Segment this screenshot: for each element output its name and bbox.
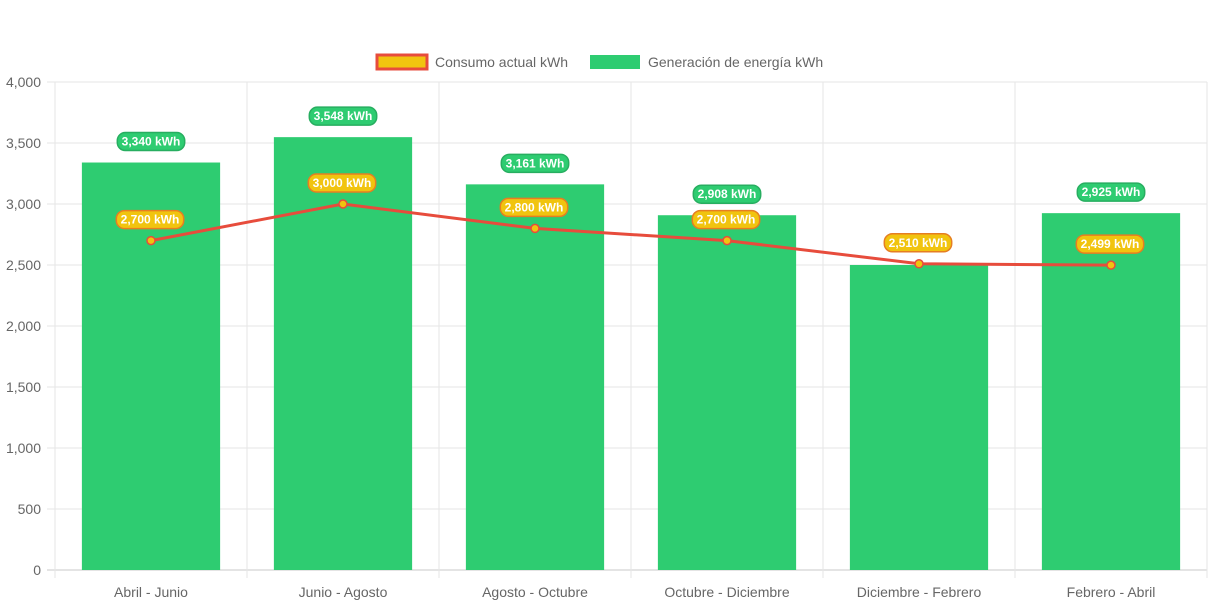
x-tick-label: Agosto - Octubre: [482, 584, 588, 600]
line-data-label-bg: [691, 209, 761, 230]
line-point[interactable]: [722, 235, 732, 246]
legend-swatch-generacion[interactable]: [590, 55, 640, 69]
y-tick-label: 1,500: [6, 379, 41, 395]
x-tick-label: Octubre - Diciembre: [664, 584, 789, 600]
line-layer: [146, 199, 1116, 270]
data-labels-layer: 3,340 kWh 3,548 kWh 3,161 kWh 2,908 kWh 2,92…: [115, 106, 1146, 254]
bar-data-label-bg: [1076, 182, 1146, 202]
y-tick-label: 2,500: [6, 257, 41, 273]
bar-data-label-bg: [692, 184, 762, 204]
line-data-label: 3,000 kWh: [313, 176, 372, 190]
bar-data-label: 3,340 kWh: [122, 135, 181, 149]
line-data-label: 2,499 kWh: [1081, 237, 1140, 251]
y-tick-label: 500: [18, 501, 42, 517]
legend-label-consumo[interactable]: Consumo actual kWh: [435, 54, 568, 70]
line-point[interactable]: [146, 235, 156, 246]
legend[interactable]: Consumo actual kWh Generación de energía …: [375, 53, 823, 71]
bar-data-label-bg: [500, 153, 570, 174]
bar-data-label: 3,161 kWh: [506, 156, 565, 170]
bar-data-label: 3,548 kWh: [314, 109, 373, 123]
bar-data-label-bg: [308, 106, 378, 126]
bars-layer: [81, 137, 1181, 571]
x-tick-label: Febrero - Abril: [1067, 584, 1156, 600]
bar[interactable]: [657, 215, 797, 570]
y-tick-label: 1,000: [6, 440, 41, 456]
line-point[interactable]: [1106, 260, 1116, 270]
legend-swatch-consumo[interactable]: [375, 53, 429, 71]
y-tick-label: 3,500: [6, 135, 41, 151]
line-data-label: 2,800 kWh: [505, 200, 564, 214]
x-tick-label: Junio - Agosto: [299, 584, 388, 600]
line-data-label-bg: [883, 233, 953, 253]
line-data-label-bg: [1075, 234, 1145, 254]
line-data-label-bg: [499, 197, 569, 218]
line-data-label-bg: [307, 173, 377, 193]
line-data-label-bg: [115, 209, 185, 230]
bar-data-label-bg: [116, 131, 186, 152]
y-tick-label: 3,000: [6, 196, 41, 212]
line-point[interactable]: [914, 259, 924, 269]
line-data-label: 2,510 kWh: [889, 236, 948, 250]
y-tick-label: 4,000: [6, 74, 41, 90]
bar-data-label: 2,908 kWh: [698, 187, 757, 201]
y-tick-label: 0: [33, 562, 41, 578]
bar[interactable]: [465, 184, 605, 570]
x-tick-label: Abril - Junio: [114, 584, 188, 600]
y-tick-label: 2,000: [6, 318, 41, 334]
grid-layer: [47, 81, 1208, 578]
x-tick-label: Diciembre - Febrero: [857, 584, 982, 600]
legend-label-generacion[interactable]: Generación de energía kWh: [648, 54, 823, 70]
consumption-line: [150, 202, 1112, 267]
bar[interactable]: [849, 265, 989, 570]
bar[interactable]: [1041, 213, 1181, 570]
line-data-label: 2,700 kWh: [121, 213, 180, 227]
axes-layer: 0 500 1,000 1,500 2,000 2,500 3,000 3,500 4,000 A…: [6, 74, 1155, 600]
bar-data-label: 2,925 kWh: [1082, 185, 1141, 199]
line-data-label: 2,700 kWh: [697, 213, 756, 227]
line-point[interactable]: [338, 199, 348, 209]
line-point[interactable]: [530, 223, 540, 234]
